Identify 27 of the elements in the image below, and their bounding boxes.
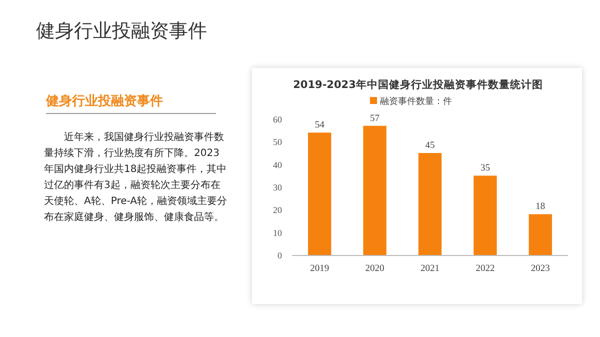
text: 健身行业投融资事件 [46, 92, 216, 114]
y-tick-label: 50 [273, 137, 282, 148]
y-tick-label: 30 [273, 182, 282, 192]
data-label: 45 [425, 141, 435, 151]
data-label: 35 [480, 164, 490, 174]
bar [363, 126, 386, 255]
x-tick-label: 2023 [530, 264, 550, 274]
y-tick-label: 20 [273, 205, 282, 216]
y-tick-label: 60 [273, 114, 282, 124]
y-tick-label: 0 [278, 250, 282, 260]
legend-label: 融资事件数量：件 [380, 96, 452, 107]
bar [528, 214, 552, 255]
data-label: 57 [370, 114, 380, 124]
x-tick-label: 2020 [365, 264, 385, 274]
y-tick-label: 10 [273, 228, 282, 238]
text: 健身行业投融资事件 [36, 19, 207, 44]
y-tick-label: 40 [273, 160, 282, 170]
x-tick-label: 2019 [310, 264, 330, 274]
chart-title: 2019-2023年中国健身行业投融资事件数量统计图 [293, 78, 543, 91]
bar [308, 132, 332, 255]
x-tick-label: 2022 [476, 264, 495, 274]
x-tick-label: 2021 [420, 264, 440, 274]
data-label: 54 [314, 120, 325, 131]
text: 近年来，我国健身行业投融资事件数量持续下滑，行业热度有所下降。2023年国内健身行业共18起投融资事件，其中过亿的事件有3起，融资轮次主要分布在天使轮、A轮、Pre-A轮，融资领域主要分布在家庭健身、健身服饰、健康食品等。 [44, 130, 228, 225]
data-label: 18 [536, 202, 546, 212]
bar [474, 176, 497, 255]
bar [418, 153, 442, 255]
